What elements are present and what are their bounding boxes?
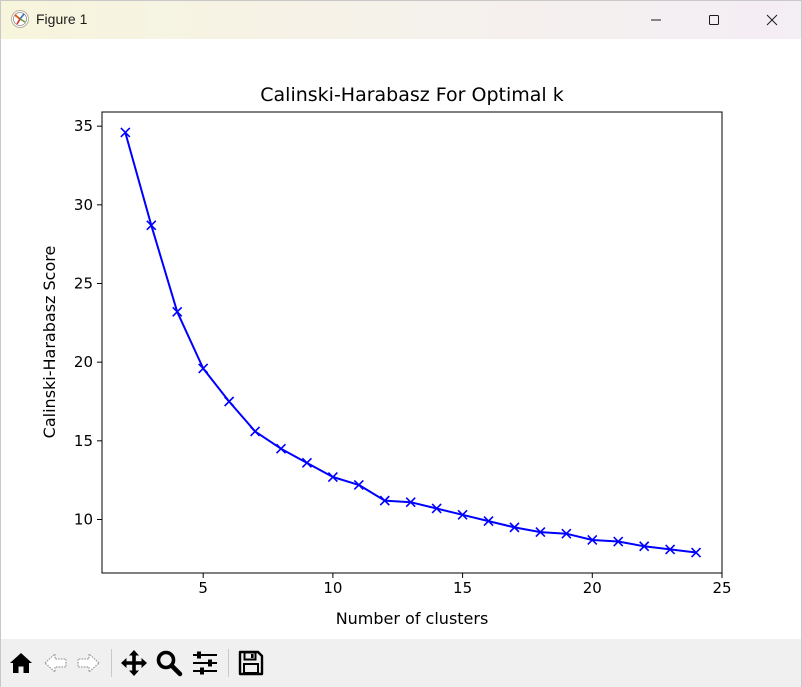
data-point-k-2 <box>120 127 131 138</box>
x-axis: 5 10 15 20 25 <box>198 573 732 597</box>
maximize-icon <box>709 15 719 25</box>
zoom-icon <box>156 650 183 677</box>
x-tick-label: 20 <box>583 579 602 597</box>
pan-button[interactable] <box>118 647 150 679</box>
x-tick-label: 15 <box>453 579 472 597</box>
data-point-k-19 <box>561 528 572 539</box>
close-button[interactable] <box>743 1 801 39</box>
maximize-button[interactable] <box>685 1 743 39</box>
pan-icon <box>121 650 147 676</box>
data-point-k-11 <box>353 479 364 490</box>
window-title: Figure 1 <box>36 11 88 27</box>
x-tick-label: 5 <box>198 579 208 597</box>
data-point-k-4 <box>172 306 183 317</box>
forward-button[interactable] <box>72 647 104 679</box>
series-calinski-harabasz <box>120 127 702 558</box>
forward-arrow-icon <box>77 652 100 674</box>
data-point-k-21 <box>613 536 624 547</box>
data-point-k-8 <box>275 443 287 454</box>
data-point-k-24 <box>690 547 702 558</box>
data-point-k-9 <box>301 457 313 468</box>
y-axis: 10 15 20 25 30 35 <box>74 117 102 529</box>
y-tick-label: 25 <box>74 274 93 292</box>
x-tick-label: 10 <box>323 579 342 597</box>
data-point-k-7 <box>249 426 261 437</box>
data-point-k-3 <box>146 220 157 231</box>
x-tick-label: 25 <box>712 579 731 597</box>
y-tick-label: 10 <box>74 511 93 529</box>
minimize-button[interactable] <box>627 1 685 39</box>
y-tick-label: 35 <box>74 117 93 135</box>
data-point-k-12 <box>379 495 390 506</box>
line-chart: Calinski-Harabasz For Optimal k 5 10 15 20 2… <box>40 84 732 628</box>
axes-frame <box>101 111 723 574</box>
data-point-k-14 <box>431 503 442 514</box>
x-axis-label: Number of clusters <box>336 609 489 628</box>
home-button[interactable] <box>5 647 37 679</box>
configure-subplots-button[interactable] <box>189 647 221 679</box>
zoom-button[interactable] <box>153 647 185 679</box>
data-point-k-17 <box>509 522 520 533</box>
plot-area: Calinski-Harabasz For Optimal k 5 10 15 20 2… <box>1 39 801 639</box>
y-tick-label: 20 <box>74 353 93 371</box>
data-point-k-13 <box>405 497 416 508</box>
back-button[interactable] <box>40 647 72 679</box>
save-button[interactable] <box>235 647 267 679</box>
y-tick-label: 15 <box>74 432 93 450</box>
series-line <box>124 132 697 554</box>
y-tick-label: 30 <box>74 196 93 214</box>
data-point-k-23 <box>665 544 676 555</box>
data-point-k-16 <box>483 516 494 527</box>
matplotlib-app-icon <box>11 10 29 28</box>
navigation-toolbar <box>1 639 801 687</box>
home-icon <box>10 653 32 673</box>
data-point-k-18 <box>535 527 546 538</box>
toolbar-separator <box>228 649 229 677</box>
data-point-k-5 <box>198 363 209 374</box>
save-icon <box>238 650 264 676</box>
chart-title: Calinski-Harabasz For Optimal k <box>260 84 564 106</box>
minimize-icon <box>651 19 661 21</box>
toolbar-separator <box>111 649 112 677</box>
back-arrow-icon <box>44 652 67 674</box>
data-point-k-20 <box>587 534 598 546</box>
title-bar[interactable]: Figure 1 <box>1 1 801 39</box>
y-axis-label: Calinski-Harabasz Score <box>40 246 59 439</box>
close-icon <box>766 14 778 26</box>
data-point-k-10 <box>327 471 338 483</box>
data-point-k-6 <box>224 396 235 407</box>
configure-subplots-icon <box>193 651 217 675</box>
data-point-k-22 <box>639 541 650 552</box>
data-point-k-15 <box>457 509 468 520</box>
